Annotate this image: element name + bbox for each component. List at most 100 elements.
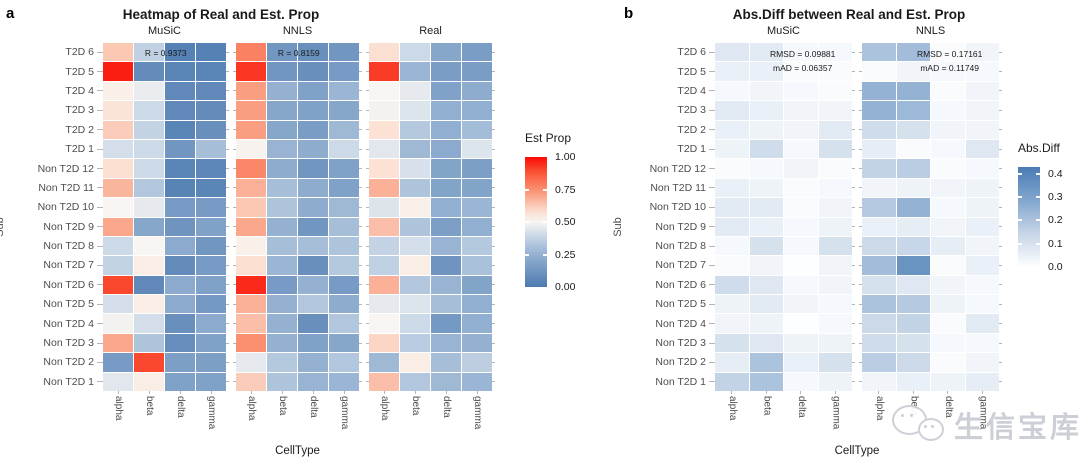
axis-tick xyxy=(100,71,103,73)
heatmap-cell xyxy=(715,217,749,236)
axis-tick xyxy=(233,51,236,53)
heatmap-cell xyxy=(431,139,461,159)
heatmap-cell xyxy=(369,372,399,392)
y-axis-title: Sub xyxy=(611,217,624,237)
axis-tick xyxy=(233,381,236,383)
axis-tick xyxy=(859,323,862,325)
axis-tick xyxy=(366,245,369,247)
axis-tick xyxy=(712,129,715,131)
heatmap-cell xyxy=(369,81,399,101)
annotation-text: RMSD = 0.09881 mAD = 0.06357 xyxy=(769,49,836,73)
heatmap-cell xyxy=(715,81,749,101)
heatmap-cell xyxy=(749,217,783,236)
heatmap-cell xyxy=(931,139,965,159)
row-label: Non T2D 1 xyxy=(655,373,712,391)
heatmap-cell xyxy=(715,198,749,217)
axis-tick xyxy=(226,109,229,111)
heatmap-cell xyxy=(298,275,328,295)
axis-tick xyxy=(981,391,983,395)
heatmap-cell xyxy=(896,372,930,392)
axis-tick xyxy=(731,391,733,395)
heatmap-cell xyxy=(862,256,896,275)
x-tick-label: delta xyxy=(795,396,807,418)
axis-tick xyxy=(712,109,715,111)
x-tick-label: gamma xyxy=(339,396,350,430)
axis-tick xyxy=(97,129,100,131)
heatmap-cell xyxy=(134,43,164,62)
heatmap-cell xyxy=(965,372,999,392)
heatmap-cell xyxy=(896,314,930,333)
x-tick-label: alpha xyxy=(379,396,390,421)
axis-tick xyxy=(233,361,236,363)
axis-tick xyxy=(712,51,715,53)
axis-tick xyxy=(233,323,236,325)
row-label: Non T2D 5 xyxy=(655,295,712,313)
heatmap-cell xyxy=(896,295,930,314)
heatmap-cell xyxy=(784,101,818,120)
axis-tick xyxy=(117,391,119,395)
facet-nnls: NNLS R = 0.8159 alpha beta delta gamma xyxy=(233,25,362,444)
row-label: T2D 6 xyxy=(677,43,712,61)
heatmap-cell xyxy=(400,178,430,198)
axis-tick xyxy=(226,361,229,363)
axis-tick xyxy=(366,71,369,73)
heatmap-cell xyxy=(862,159,896,178)
heatmap-cell xyxy=(236,256,266,275)
heatmap-cell xyxy=(462,314,492,333)
legend-tick xyxy=(1036,196,1040,199)
axis-tick xyxy=(226,342,229,344)
heatmap-cell xyxy=(196,198,226,217)
watermark: 生信宝库 xyxy=(892,402,1080,448)
axis-tick xyxy=(859,264,862,266)
axis-tick xyxy=(359,264,362,266)
heatmap-cell xyxy=(369,198,399,217)
row-label: T2D 4 xyxy=(677,82,712,100)
heatmap-cell xyxy=(784,198,818,217)
row-label: Non T2D 6 xyxy=(655,276,712,294)
heatmap-cell xyxy=(818,256,852,275)
heatmap-cell xyxy=(896,178,930,198)
panel-b: b Abs.Diff between Real and Est. Prop Su… xyxy=(611,2,1080,457)
heatmap-cell xyxy=(165,101,195,120)
heatmap-cell xyxy=(103,62,133,81)
heatmap-cell xyxy=(134,81,164,101)
heatmap-cell xyxy=(462,217,492,236)
axis-tick xyxy=(359,51,362,53)
heatmap-cell xyxy=(431,256,461,275)
heatmap-cell xyxy=(965,159,999,178)
heatmap-cell xyxy=(400,236,430,256)
x-tick-label: alpha xyxy=(873,396,885,421)
heatmap-cell xyxy=(134,217,164,236)
axis-tick xyxy=(999,323,1002,325)
heatmap-cell xyxy=(236,159,266,178)
axis-tick xyxy=(226,187,229,189)
axis-tick xyxy=(476,391,478,395)
axis-tick xyxy=(359,245,362,247)
facet-music: MuSiC R = 0.9373 alpha beta delta gamma xyxy=(100,25,229,444)
axis-tick xyxy=(999,342,1002,344)
heatmap-cell xyxy=(165,372,195,392)
axis-tick xyxy=(709,148,712,150)
heatmap-cell xyxy=(862,333,896,353)
heatmap-cell xyxy=(103,159,133,178)
axis-tick xyxy=(852,71,855,73)
legend-tick-label: 0.2 xyxy=(1048,214,1063,227)
heatmap-cell xyxy=(103,178,133,198)
axis-tick xyxy=(999,206,1002,208)
axis-tick xyxy=(859,187,862,189)
axis-tick xyxy=(226,206,229,208)
axis-tick xyxy=(226,303,229,305)
axis-tick xyxy=(999,264,1002,266)
heatmap-cell xyxy=(196,236,226,256)
heatmap-cell xyxy=(862,81,896,101)
heatmap-cell xyxy=(267,353,297,372)
heatmap-cell xyxy=(196,217,226,236)
heatmap-cell xyxy=(931,256,965,275)
heatmap-cell xyxy=(462,81,492,101)
heatmap-cell xyxy=(196,139,226,159)
facet-title: NNLS xyxy=(282,25,313,37)
legend-tick-label: 0.4 xyxy=(1048,167,1063,180)
row-label: Non T2D 12 xyxy=(38,159,100,177)
heatmap-cell xyxy=(236,198,266,217)
